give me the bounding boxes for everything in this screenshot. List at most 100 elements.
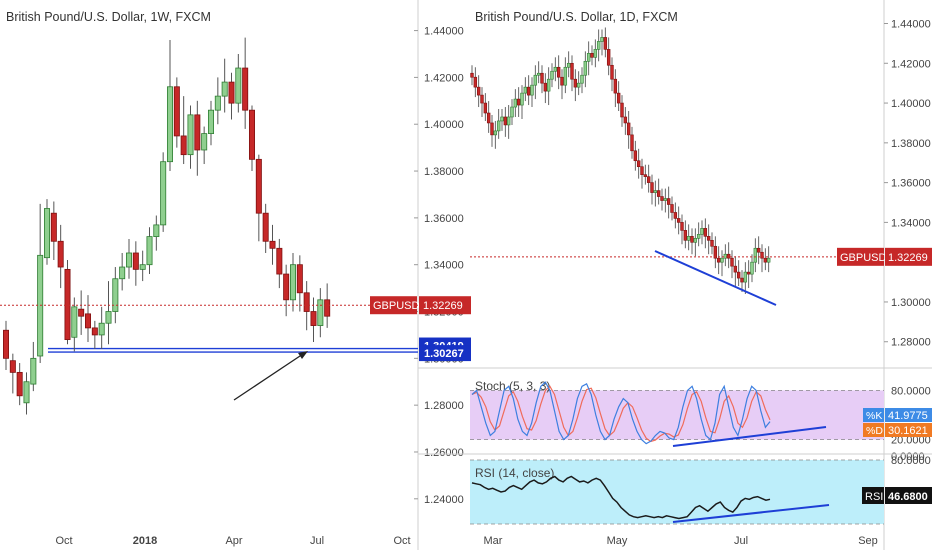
right-y-tick-label: 1.28000 xyxy=(891,337,931,349)
daily-candle-body xyxy=(670,204,674,213)
stoch-d-value-tag xyxy=(885,423,932,437)
weekly-candle-body xyxy=(30,357,37,385)
weekly-candle-body xyxy=(194,114,201,151)
weekly-candle-body xyxy=(160,161,167,226)
daily-candle-body xyxy=(580,74,584,84)
left-x-tick-label: Oct xyxy=(393,535,410,547)
left-chart-bg xyxy=(0,0,418,550)
daily-candle-body xyxy=(516,98,521,106)
weekly-candle-body xyxy=(221,81,228,97)
daily-candle-body xyxy=(563,66,568,86)
stoch-k-value-tag xyxy=(885,408,932,422)
right-y-tick-label: 1.40000 xyxy=(891,98,931,110)
rsi-y-tick-label: 80.0000 xyxy=(891,455,931,467)
daily-candle-body xyxy=(590,53,594,58)
right-price-symbol: GBPUSD xyxy=(840,252,887,264)
weekly-candle-body xyxy=(269,240,276,249)
daily-candle-body xyxy=(716,257,721,263)
weekly-candle-body xyxy=(283,273,290,301)
right-x-tick-label: Mar xyxy=(484,535,503,547)
daily-candle-body xyxy=(523,86,528,94)
daily-candle-body xyxy=(556,66,561,78)
daily-trendline xyxy=(654,250,777,306)
right-price-value-tag xyxy=(885,247,932,266)
daily-candle-body xyxy=(700,228,704,235)
weekly-candle-body xyxy=(85,313,92,329)
support-tag-label: 1.30267 xyxy=(424,348,464,360)
daily-candle-body xyxy=(596,41,601,50)
right-x-tick-label: May xyxy=(607,535,628,547)
weekly-candle-body xyxy=(119,266,126,280)
daily-candle-body xyxy=(473,76,478,88)
daily-candle-body xyxy=(510,106,514,118)
left-y-tick-label: 1.44000 xyxy=(424,26,464,38)
daily-candle-body xyxy=(603,37,608,50)
daily-candle-body xyxy=(583,60,588,76)
weekly-candle-body xyxy=(201,133,208,151)
daily-candle-body xyxy=(763,257,768,263)
daily-candle-body xyxy=(643,174,648,177)
rsi-value-tag xyxy=(885,487,932,504)
weekly-candle-body xyxy=(303,292,310,312)
daily-candle-body xyxy=(530,84,534,96)
daily-candle-body xyxy=(493,130,498,136)
daily-candle-body xyxy=(660,196,664,201)
weekly-candle-body xyxy=(23,381,30,404)
rsi-name: RSI xyxy=(865,491,883,503)
weekly-candle-body xyxy=(324,299,331,317)
daily-candle-body xyxy=(616,92,621,104)
daily-candle-body xyxy=(696,234,701,239)
daily-candle-body xyxy=(490,122,494,136)
stoch-y-tick-label: 80.0000 xyxy=(891,385,931,397)
daily-candle-body xyxy=(540,72,544,84)
left-y-tick-label: 1.42000 xyxy=(424,72,464,84)
daily-candle-body xyxy=(726,253,731,259)
left-y-tick-label: 1.38000 xyxy=(424,166,464,178)
daily-candle-body xyxy=(610,64,614,80)
stoch-d-line xyxy=(471,385,771,443)
daily-candle-body xyxy=(673,212,678,219)
daily-candle-body xyxy=(676,218,681,223)
rsi-title: RSI (14, close) xyxy=(475,466,554,480)
left-y-tick-label: 1.28000 xyxy=(424,400,464,412)
daily-candle-body xyxy=(476,86,481,96)
left-price-value: 1.32269 xyxy=(423,300,463,312)
weekly-candle-body xyxy=(228,81,235,104)
daily-candle-body xyxy=(686,236,691,241)
weekly-candle-body xyxy=(71,306,78,338)
daily-candle-body xyxy=(753,247,758,263)
right-y-tick-label: 1.38000 xyxy=(891,138,931,150)
left-y-tick-label: 1.40000 xyxy=(424,119,464,131)
daily-candle-body xyxy=(736,271,741,279)
daily-candle-body xyxy=(756,247,761,253)
right-chart-title: British Pound/U.S. Dollar, 1D, FXCM xyxy=(475,10,678,24)
right-price-value: 1.32269 xyxy=(888,252,928,264)
left-x-tick-label: Apr xyxy=(225,535,242,547)
left-y-tick-label: 1.36000 xyxy=(424,213,464,225)
stoch-d-name: %D xyxy=(866,425,883,437)
stoch-d-name-tag xyxy=(863,423,884,437)
daily-candle-body xyxy=(496,120,501,132)
rsi-trendline xyxy=(672,504,830,523)
daily-candle-body xyxy=(690,236,694,243)
weekly-candle-body xyxy=(16,371,23,397)
daily-candle-body xyxy=(570,62,574,80)
daily-candle-body xyxy=(746,271,751,275)
daily-candle-body xyxy=(546,78,551,92)
daily-candle-body xyxy=(513,98,518,108)
weekly-candle-body xyxy=(248,109,255,160)
daily-candle-body xyxy=(520,92,524,106)
left-x-tick-label: Jul xyxy=(310,535,324,547)
weekly-candle-body xyxy=(166,86,173,163)
daily-candle-body xyxy=(483,102,488,114)
stoch-k-line xyxy=(471,381,771,445)
daily-candle-body xyxy=(543,82,548,92)
weekly-candle-body xyxy=(173,86,180,137)
right-y-tick-label: 1.30000 xyxy=(891,297,931,309)
right-y-tick-label: 1.36000 xyxy=(891,178,931,190)
rsi-name-tag xyxy=(862,487,884,504)
daily-candle-body xyxy=(573,78,578,88)
weekly-candle-body xyxy=(296,264,303,294)
weekly-candle-body xyxy=(276,247,283,275)
